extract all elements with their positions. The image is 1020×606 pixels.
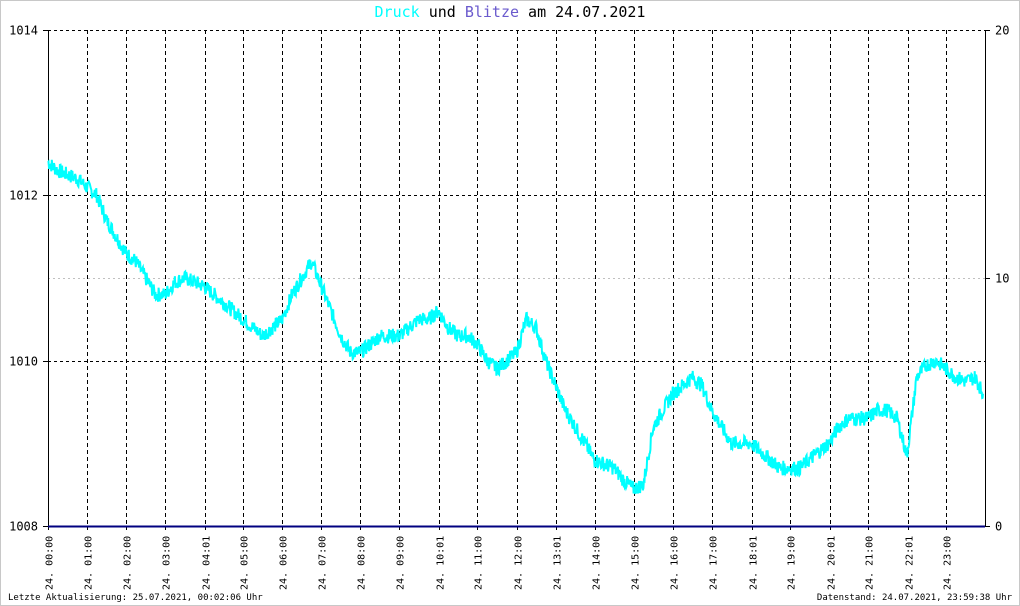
x-tick-label: 24. 17:00 (709, 536, 720, 590)
x-tick-label: 24. 13:01 (553, 536, 564, 590)
footer-last-update: Letzte Aktualisierung: 25.07.2021, 00:02… (8, 593, 263, 603)
y-left-tick-label: 1012 (9, 189, 38, 203)
y-right-tick-label: 10 (995, 272, 1009, 286)
x-tick-label: 24. 14:00 (592, 536, 603, 590)
x-tick-label: 24. 04:01 (202, 536, 213, 590)
x-tick-label: 24. 18:01 (749, 536, 760, 590)
x-tick-label: 24. 05:00 (240, 536, 251, 590)
x-tick-label: 24. 07:00 (318, 536, 329, 590)
x-tick-label: 24. 22:01 (905, 536, 916, 590)
y-left-tick-label: 1010 (9, 355, 38, 369)
x-tick-label: 24. 20:01 (827, 536, 838, 590)
y-right-tick-label: 20 (995, 24, 1009, 38)
druck-series-line (47, 159, 984, 495)
y-right-tick-label: 0 (995, 520, 1002, 534)
y-left-tick-label: 1008 (9, 520, 38, 534)
x-tick-label: 24. 02:00 (123, 536, 134, 590)
x-tick-label: 24. 11:00 (474, 536, 485, 590)
title-druck: Druck (374, 3, 420, 21)
footer-data-status: Datenstand: 24.07.2021, 23:59:38 Uhr (816, 593, 1012, 603)
series-layer (47, 159, 985, 528)
grid-layer (48, 30, 985, 526)
x-tick-label: 24. 08:00 (357, 536, 368, 590)
y-left-tick-label: 1014 (9, 24, 38, 38)
x-tick-label: 24. 23:00 (943, 536, 954, 590)
x-tick-label: 24. 06:00 (279, 536, 290, 590)
x-tick-label: 24. 16:00 (670, 536, 681, 590)
x-tick-label: 24. 09:00 (396, 536, 407, 590)
title-date: am 24.07.2021 (519, 3, 646, 21)
x-tick-label: 24. 21:00 (865, 536, 876, 590)
x-tick-label: 24. 10:01 (436, 536, 447, 590)
chart-title: Druck und Blitze am 24.07.2021 (0, 3, 1020, 21)
axis-layer: 24. 00:00 24. 01:00 24. 02:00 24. 03:00 24. … (9, 24, 1009, 591)
title-und: und (419, 3, 465, 21)
x-tick-label: 24. 00:00 (45, 536, 56, 590)
x-tick-label: 24. 03:00 (162, 536, 173, 590)
x-tick-label: 24. 12:00 (514, 536, 525, 590)
x-tick-label: 24. 19:00 (787, 536, 798, 590)
x-tick-label: 24. 01:00 (84, 536, 95, 590)
x-tick-label: 24. 15:00 (631, 536, 642, 590)
title-blitze: Blitze (464, 3, 520, 21)
